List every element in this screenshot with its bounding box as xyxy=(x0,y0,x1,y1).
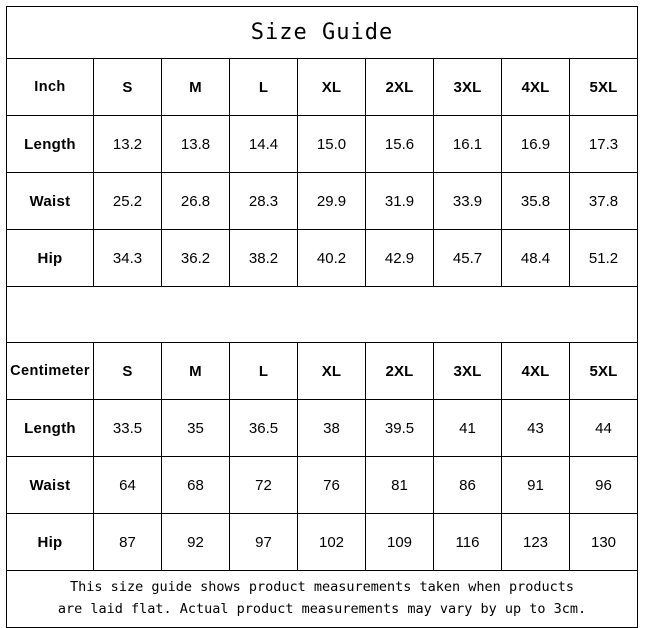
table-row: Length 33.5 35 36.5 38 39.5 41 43 44 xyxy=(6,399,639,457)
inch-length-5xl: 17.3 xyxy=(568,115,639,173)
inch-hip-5xl: 51.2 xyxy=(568,229,639,287)
size-guide-note: This size guide shows product measuremen… xyxy=(5,570,639,628)
inch-waist-5xl: 37.8 xyxy=(568,172,639,230)
inch-row-label-hip: Hip xyxy=(6,229,94,287)
inch-unit-label: Inch xyxy=(6,58,94,116)
inch-waist-xl: 29.9 xyxy=(297,172,366,230)
inch-hip-m: 36.2 xyxy=(161,229,230,287)
inch-column-header-l: L xyxy=(229,58,298,116)
inch-length-m: 13.8 xyxy=(161,115,230,173)
note-line-2: are laid flat. Actual product measuremen… xyxy=(57,601,587,617)
inch-hip-4xl: 48.4 xyxy=(501,229,570,287)
inch-waist-4xl: 35.8 xyxy=(501,172,570,230)
centimeter-column-header-m: M xyxy=(161,342,230,400)
centimeter-length-3xl: 41 xyxy=(433,399,502,457)
table-spacer xyxy=(5,286,639,343)
inch-row-label-waist: Waist xyxy=(6,172,94,230)
inch-column-header-xl: XL xyxy=(297,58,366,116)
centimeter-hip-s: 87 xyxy=(93,513,162,571)
table-row: Hip 87 92 97 102 109 116 123 130 xyxy=(6,513,639,571)
inch-hip-3xl: 45.7 xyxy=(433,229,502,287)
centimeter-hip-3xl: 116 xyxy=(433,513,502,571)
centimeter-length-s: 33.5 xyxy=(93,399,162,457)
size-guide-container: Size Guide Inch S M L XL 2XL 3XL 4XL 5XL… xyxy=(5,6,639,628)
inch-length-3xl: 16.1 xyxy=(433,115,502,173)
inch-waist-s: 25.2 xyxy=(93,172,162,230)
inch-hip-2xl: 42.9 xyxy=(365,229,434,287)
centimeter-length-5xl: 44 xyxy=(568,399,639,457)
inch-hip-l: 38.2 xyxy=(229,229,298,287)
centimeter-column-header-s: S xyxy=(93,342,162,400)
inch-column-header-5xl: 5XL xyxy=(568,58,639,116)
inch-hip-s: 34.3 xyxy=(93,229,162,287)
centimeter-length-4xl: 43 xyxy=(501,399,570,457)
centimeter-column-header-4xl: 4XL xyxy=(501,342,570,400)
inch-length-4xl: 16.9 xyxy=(501,115,570,173)
inch-column-header-2xl: 2XL xyxy=(365,58,434,116)
size-guide-table: Size Guide Inch S M L XL 2XL 3XL 4XL 5XL… xyxy=(5,6,639,628)
centimeter-length-l: 36.5 xyxy=(229,399,298,457)
spacer-row xyxy=(5,286,639,343)
centimeter-waist-s: 64 xyxy=(93,456,162,514)
centimeter-waist-l: 72 xyxy=(229,456,298,514)
centimeter-waist-5xl: 96 xyxy=(568,456,639,514)
footer-note-row: This size guide shows product measuremen… xyxy=(5,570,639,628)
inch-waist-m: 26.8 xyxy=(161,172,230,230)
note-line-1: This size guide shows product measuremen… xyxy=(70,579,574,596)
centimeter-row-label-length: Length xyxy=(6,399,94,457)
centimeter-row-label-waist: Waist xyxy=(6,456,94,514)
inch-header-row: Inch S M L XL 2XL 3XL 4XL 5XL xyxy=(6,58,639,116)
centimeter-column-header-xl: XL xyxy=(297,342,366,400)
centimeter-row-label-hip: Hip xyxy=(6,513,94,571)
centimeter-column-header-2xl: 2XL xyxy=(365,342,434,400)
title-row: Size Guide xyxy=(5,6,639,59)
centimeter-waist-m: 68 xyxy=(161,456,230,514)
inch-column-header-4xl: 4XL xyxy=(501,58,570,116)
table-row: Waist 25.2 26.8 28.3 29.9 31.9 33.9 35.8… xyxy=(6,172,639,230)
table-row: Waist 64 68 72 76 81 86 91 96 xyxy=(6,456,639,514)
inch-column-header-s: S xyxy=(93,58,162,116)
centimeter-column-header-5xl: 5XL xyxy=(568,342,639,400)
centimeter-length-xl: 38 xyxy=(297,399,366,457)
centimeter-waist-4xl: 91 xyxy=(501,456,570,514)
centimeter-waist-xl: 76 xyxy=(297,456,366,514)
centimeter-hip-5xl: 130 xyxy=(568,513,639,571)
centimeter-hip-xl: 102 xyxy=(297,513,366,571)
inch-length-s: 13.2 xyxy=(93,115,162,173)
inch-column-header-m: M xyxy=(161,58,230,116)
centimeter-hip-l: 97 xyxy=(229,513,298,571)
page-title: Size Guide xyxy=(5,6,639,59)
centimeter-column-header-l: L xyxy=(229,342,298,400)
centimeter-waist-3xl: 86 xyxy=(433,456,502,514)
table-row: Hip 34.3 36.2 38.2 40.2 42.9 45.7 48.4 5… xyxy=(6,229,639,287)
centimeter-unit-label: Centimeter xyxy=(6,342,94,400)
inch-column-header-3xl: 3XL xyxy=(433,58,502,116)
inch-length-l: 14.4 xyxy=(229,115,298,173)
centimeter-hip-4xl: 123 xyxy=(501,513,570,571)
inch-length-2xl: 15.6 xyxy=(365,115,434,173)
size-guide-body: Size Guide Inch S M L XL 2XL 3XL 4XL 5XL… xyxy=(5,6,639,628)
centimeter-header-row: Centimeter S M L XL 2XL 3XL 4XL 5XL xyxy=(6,342,639,400)
centimeter-hip-m: 92 xyxy=(161,513,230,571)
centimeter-hip-2xl: 109 xyxy=(365,513,434,571)
centimeter-waist-2xl: 81 xyxy=(365,456,434,514)
centimeter-column-header-3xl: 3XL xyxy=(433,342,502,400)
inch-hip-xl: 40.2 xyxy=(297,229,366,287)
inch-waist-l: 28.3 xyxy=(229,172,298,230)
inch-length-xl: 15.0 xyxy=(297,115,366,173)
inch-waist-3xl: 33.9 xyxy=(433,172,502,230)
table-row: Length 13.2 13.8 14.4 15.0 15.6 16.1 16.… xyxy=(6,115,639,173)
centimeter-length-2xl: 39.5 xyxy=(365,399,434,457)
centimeter-length-m: 35 xyxy=(161,399,230,457)
inch-waist-2xl: 31.9 xyxy=(365,172,434,230)
inch-row-label-length: Length xyxy=(6,115,94,173)
